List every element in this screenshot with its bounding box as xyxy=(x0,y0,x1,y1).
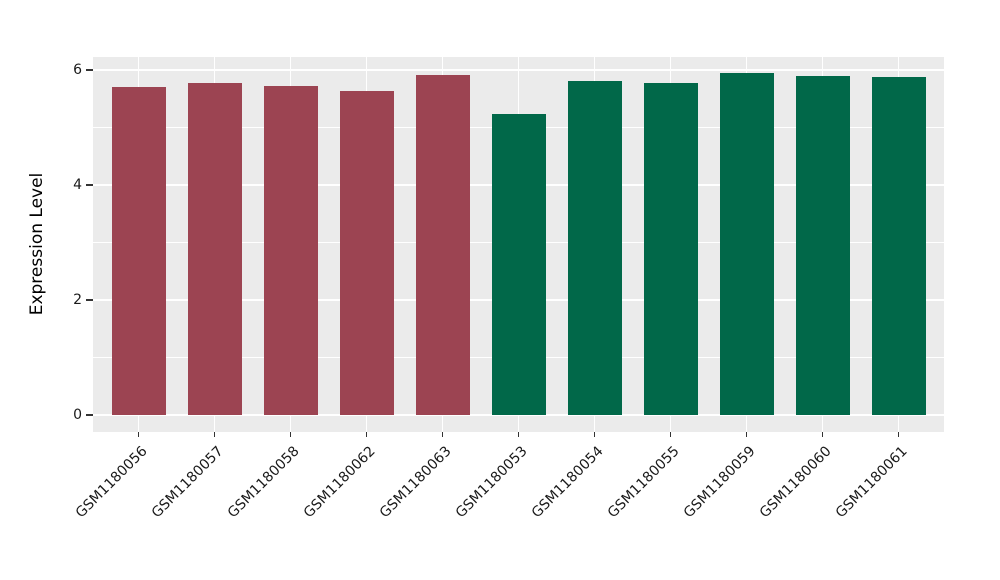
y-tick-mark xyxy=(86,299,93,301)
bar-gsm1180057 xyxy=(187,83,242,415)
y-tick-label: 0 xyxy=(73,407,82,423)
bar-gsm1180062 xyxy=(339,91,394,415)
x-tick-label: GSM1180057 xyxy=(148,443,227,522)
x-tick-label: GSM1180060 xyxy=(756,443,835,522)
x-tick-label: GSM1180061 xyxy=(832,443,911,522)
x-tick-label: GSM1180054 xyxy=(528,443,607,522)
x-tick-mark xyxy=(214,432,216,437)
bar-gsm1180063 xyxy=(415,75,470,415)
bar-gsm1180058 xyxy=(263,86,318,415)
x-tick-label: GSM1180056 xyxy=(72,443,151,522)
x-tick-label: GSM1180053 xyxy=(452,443,531,522)
x-tick-label: GSM1180063 xyxy=(376,443,455,522)
y-axis-title: Expression Level xyxy=(27,172,47,316)
y-tick-mark xyxy=(86,69,93,71)
bar-gsm1180056 xyxy=(111,87,166,415)
y-tick-mark xyxy=(86,184,93,186)
x-tick-mark xyxy=(518,432,520,437)
x-tick-label: GSM1180058 xyxy=(224,443,303,522)
x-tick-mark xyxy=(822,432,824,437)
bar-gsm1180059 xyxy=(719,73,774,415)
x-tick-mark xyxy=(366,432,368,437)
gridline-major-h xyxy=(93,69,944,71)
x-tick-mark xyxy=(138,432,140,437)
x-tick-mark xyxy=(442,432,444,437)
bar-gsm1180053 xyxy=(491,113,546,415)
bar-gsm1180055 xyxy=(643,83,698,415)
x-tick-mark xyxy=(670,432,672,437)
x-tick-label: GSM1180059 xyxy=(680,443,759,522)
bar-gsm1180060 xyxy=(795,75,850,415)
y-tick-label: 2 xyxy=(73,292,82,308)
y-tick-mark xyxy=(86,414,93,416)
bar-gsm1180061 xyxy=(871,77,926,415)
x-tick-mark xyxy=(898,432,900,437)
gridline-major-h xyxy=(93,414,944,416)
x-tick-label: GSM1180055 xyxy=(604,443,683,522)
bar-gsm1180054 xyxy=(567,80,622,415)
y-tick-label: 4 xyxy=(73,177,82,193)
x-tick-mark xyxy=(594,432,596,437)
y-tick-label: 6 xyxy=(73,62,82,78)
x-tick-mark xyxy=(746,432,748,437)
x-tick-label: GSM1180062 xyxy=(300,443,379,522)
x-tick-mark xyxy=(290,432,292,437)
